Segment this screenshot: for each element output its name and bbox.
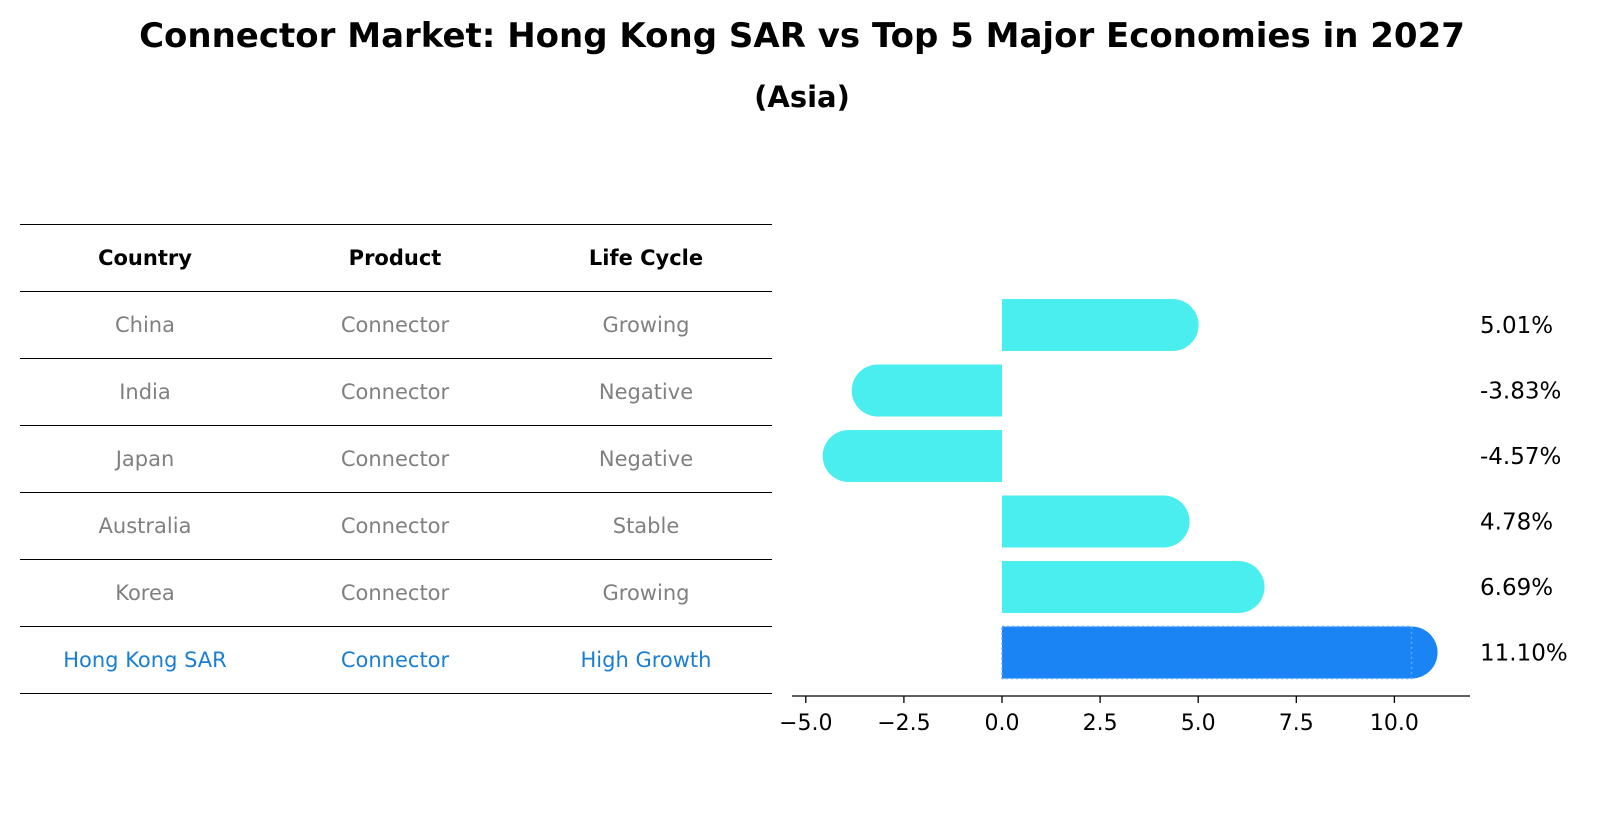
cell-life-cycle: High Growth	[580, 648, 712, 672]
header-country: Country	[98, 246, 192, 270]
data-label: 5.01%	[1480, 313, 1553, 339]
data-label: -4.57%	[1480, 444, 1561, 470]
table-row: Australia Connector Stable	[20, 492, 772, 559]
cell-life-cycle: Negative	[598, 447, 694, 471]
cell-country: Korea	[115, 581, 175, 605]
bar-highlight-outline	[1001, 625, 1413, 680]
cell-country: China	[115, 313, 175, 337]
data-label: 6.69%	[1480, 575, 1553, 601]
bar-cap	[1146, 299, 1199, 351]
table-row: Japan Connector Negative	[20, 425, 772, 492]
cell-product: Connector	[340, 447, 450, 471]
header-product: Product	[348, 246, 442, 270]
table-header-row: Country Product Life Cycle	[20, 224, 772, 291]
x-tick-label: 10.0	[1370, 711, 1419, 736]
bar-cap	[822, 430, 875, 482]
data-label: 4.78%	[1480, 510, 1553, 536]
cell-product: Connector	[340, 380, 450, 404]
cell-country: Japan	[115, 447, 175, 471]
table-row-highlight: Hong Kong SAR Connector High Growth	[20, 626, 772, 694]
chart-subtitle: (Asia)	[754, 80, 850, 114]
cell-product: Connector	[340, 581, 450, 605]
x-tick-label: −5.0	[779, 711, 832, 736]
cell-product: Connector	[340, 648, 450, 672]
bar	[1002, 561, 1239, 613]
x-tick-label: 7.5	[1279, 711, 1314, 736]
x-tick-label: 0.0	[985, 711, 1020, 736]
bar-cap	[851, 364, 904, 417]
cell-product: Connector	[340, 313, 450, 337]
data-label: 11.10%	[1480, 641, 1568, 667]
cell-life-cycle: Negative	[598, 380, 694, 404]
bar-cap	[1137, 495, 1190, 548]
bar	[1002, 626, 1412, 679]
x-tick-label: 5.0	[1181, 711, 1216, 736]
cell-product: Connector	[340, 514, 450, 538]
cell-country: Australia	[98, 514, 192, 538]
table-row: Korea Connector Growing	[20, 559, 772, 626]
data-table: Country Product Life Cycle China Connect…	[20, 224, 772, 694]
chart-title: Connector Market: Hong Kong SAR vs Top 5…	[139, 16, 1465, 56]
data-label: -3.83%	[1480, 379, 1561, 405]
bar-cap	[1212, 561, 1265, 613]
bar	[1002, 495, 1164, 548]
table-row: China Connector Growing	[20, 291, 772, 358]
cell-life-cycle: Growing	[602, 581, 690, 605]
cell-country: Hong Kong SAR	[63, 648, 227, 672]
bar	[1002, 299, 1173, 351]
cell-life-cycle: Growing	[602, 313, 690, 337]
cell-life-cycle: Stable	[612, 514, 680, 538]
header-life-cycle: Life Cycle	[588, 246, 704, 270]
x-tick-label: 2.5	[1083, 711, 1118, 736]
cell-country: India	[119, 380, 171, 404]
table-row: India Connector Negative	[20, 358, 772, 425]
x-tick-label: −2.5	[877, 711, 930, 736]
